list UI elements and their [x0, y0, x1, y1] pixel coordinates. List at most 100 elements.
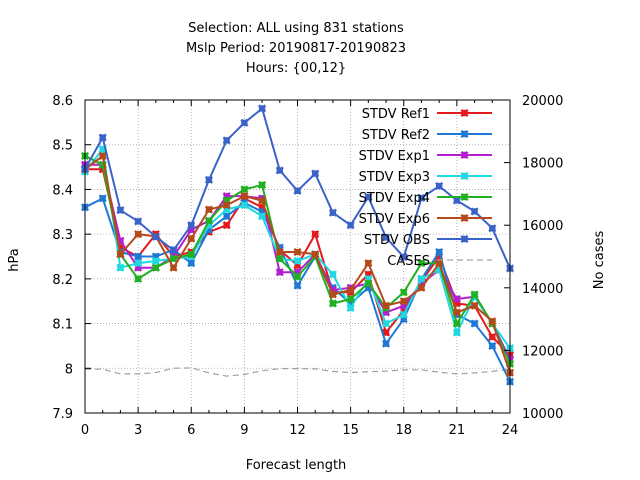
- legend-item-cases: CASES: [387, 254, 492, 269]
- data-point: [98, 151, 107, 160]
- data-point: [452, 308, 461, 317]
- data-point: [470, 319, 479, 328]
- legend-label: STDV Exp3: [359, 170, 430, 185]
- data-point: [98, 145, 107, 154]
- data-point: [98, 160, 107, 169]
- x-tick-label: 21: [449, 423, 466, 438]
- data-point: [399, 288, 408, 297]
- chart-title-line-3: Hours: {00,12}: [246, 61, 346, 76]
- data-point: [258, 104, 267, 113]
- data-point: [417, 274, 426, 283]
- data-point: [258, 196, 267, 205]
- data-point: [399, 306, 408, 315]
- data-point: [222, 212, 231, 221]
- data-point: [328, 290, 337, 299]
- data-point: [293, 261, 302, 270]
- data-point: [417, 279, 426, 288]
- data-point: [116, 243, 125, 252]
- data-point: [328, 285, 337, 295]
- data-point: [134, 274, 143, 283]
- data-point: [488, 317, 497, 326]
- data-point: [417, 259, 426, 268]
- legend-marker: [460, 129, 469, 139]
- legend-marker: [460, 234, 469, 244]
- legend-item-stdv-exp1: STDV Exp1: [359, 149, 492, 164]
- data-point: [328, 270, 337, 279]
- axis-ticks: 0 3 6 9 12 15 18 21 24 7.9 8 8.1 8.2 8.3 8.4 8.5 8.6 1000…: [52, 94, 563, 438]
- data-point: [488, 224, 497, 233]
- data-point: [222, 205, 231, 214]
- legend-item-stdv-obs: STDV OBS: [364, 233, 492, 248]
- data-point: [346, 221, 355, 230]
- data-point: [275, 166, 284, 175]
- data-point: [417, 283, 426, 292]
- y-tick-label: 8.5: [52, 139, 73, 154]
- data-point: [293, 186, 302, 195]
- chart-title-line-1: Selection: ALL using 831 stations: [188, 21, 404, 36]
- data-point: [470, 290, 479, 299]
- data-point: [222, 221, 231, 230]
- data-point: [151, 256, 160, 266]
- legend-label: STDV Ref2: [362, 128, 430, 143]
- x-tick-label: 18: [395, 423, 412, 438]
- x-tick-label: 9: [240, 423, 248, 438]
- data-point: [151, 232, 160, 241]
- data-point: [116, 236, 125, 245]
- data-point: [435, 247, 444, 257]
- data-point: [488, 341, 497, 350]
- data-point: [399, 297, 408, 306]
- data-point: [364, 192, 373, 202]
- data-point: [311, 250, 320, 259]
- data-point: [187, 225, 196, 234]
- x-tick-label: 15: [342, 423, 359, 438]
- data-point: [187, 234, 196, 243]
- data-point: [470, 207, 479, 216]
- data-point: [204, 225, 214, 234]
- data-point: [364, 279, 373, 288]
- data-point: [275, 254, 284, 263]
- series-line: [84, 148, 511, 349]
- data-point: [116, 206, 125, 215]
- data-point: [98, 133, 107, 142]
- legend-label: CASES: [387, 254, 430, 269]
- y-tick-label: 8.1: [52, 318, 73, 333]
- data-point: [134, 230, 143, 239]
- data-point: [240, 185, 249, 194]
- data-point: [346, 303, 355, 312]
- legend-label: STDV OBS: [364, 233, 430, 248]
- x-tick-label: 12: [289, 423, 306, 438]
- data-point: [381, 339, 391, 348]
- data-point: [258, 207, 267, 216]
- data-point: [258, 212, 267, 221]
- data-point: [399, 315, 408, 324]
- data-point: [134, 217, 143, 226]
- y2-axis-label: No cases: [592, 231, 607, 290]
- data-point: [328, 299, 337, 308]
- data-point: [364, 274, 373, 283]
- data-point: [134, 252, 143, 261]
- data-point: [275, 243, 284, 252]
- data-point: [399, 301, 408, 310]
- y2-tick-label: 14000: [522, 282, 563, 297]
- data-point: [116, 263, 125, 272]
- data-point: [222, 136, 231, 145]
- legend: STDV Ref1 STDV Ref2 STDV Exp1 STDV Exp3 STDV…: [359, 107, 492, 269]
- legend-label: STDV Exp1: [359, 149, 430, 164]
- data-point: [364, 283, 373, 292]
- data-point: [381, 233, 391, 242]
- data-point: [187, 250, 196, 259]
- data-point: [311, 169, 320, 178]
- legend-marker: [460, 192, 469, 202]
- data-point: [240, 201, 249, 210]
- data-point: [293, 281, 302, 290]
- legend-item-stdv-ref1: STDV Ref1: [362, 107, 492, 122]
- legend-item-stdv-exp6: STDV Exp6: [359, 212, 492, 227]
- data-point: [222, 201, 231, 210]
- data-point: [346, 299, 355, 308]
- data-point: [222, 196, 231, 205]
- data-point: [381, 301, 391, 310]
- data-point: [151, 263, 160, 272]
- data-point: [169, 246, 178, 255]
- series-cases: [85, 367, 511, 377]
